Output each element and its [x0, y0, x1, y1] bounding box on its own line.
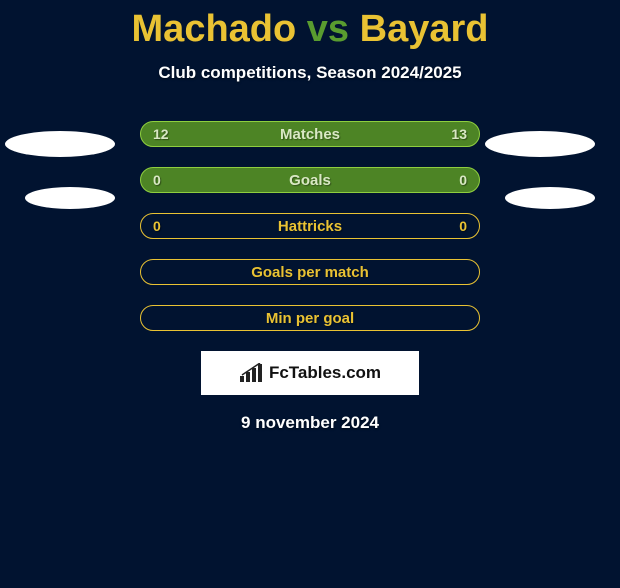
- side-ellipse: [485, 131, 595, 157]
- stat-pill: Min per goal: [140, 305, 480, 331]
- logo-text: FcTables.com: [269, 363, 381, 383]
- stat-label: Goals per match: [251, 264, 369, 281]
- stat-pill: Matches 12 13: [140, 121, 480, 147]
- page-title: Machado vs Bayard: [0, 8, 620, 51]
- stat-left-value: 0: [153, 218, 161, 234]
- title-player2: Bayard: [360, 8, 489, 50]
- bars-icon: [239, 363, 265, 383]
- title-vs: vs: [296, 8, 359, 50]
- stat-label: Min per goal: [266, 310, 354, 327]
- stat-row: Hattricks 0 0: [0, 213, 620, 239]
- side-ellipse: [5, 131, 115, 157]
- stat-pill: Goals 0 0: [140, 167, 480, 193]
- stat-label: Goals: [289, 172, 331, 189]
- stat-row: Min per goal: [0, 305, 620, 331]
- subtitle: Club competitions, Season 2024/2025: [0, 63, 620, 83]
- stat-right-value: 13: [451, 126, 467, 142]
- side-ellipse: [25, 187, 115, 209]
- logo-box: FcTables.com: [201, 351, 419, 395]
- stat-row: Goals per match: [0, 259, 620, 285]
- stat-pill: Hattricks 0 0: [140, 213, 480, 239]
- stat-label: Hattricks: [278, 218, 342, 235]
- stat-pill: Goals per match: [140, 259, 480, 285]
- stat-right-value: 0: [459, 218, 467, 234]
- stat-label: Matches: [280, 126, 340, 143]
- stat-left-value: 12: [153, 126, 169, 142]
- title-player1: Machado: [132, 8, 297, 50]
- date-text: 9 november 2024: [0, 413, 620, 433]
- stat-right-value: 0: [459, 172, 467, 188]
- side-ellipse: [505, 187, 595, 209]
- stat-left-value: 0: [153, 172, 161, 188]
